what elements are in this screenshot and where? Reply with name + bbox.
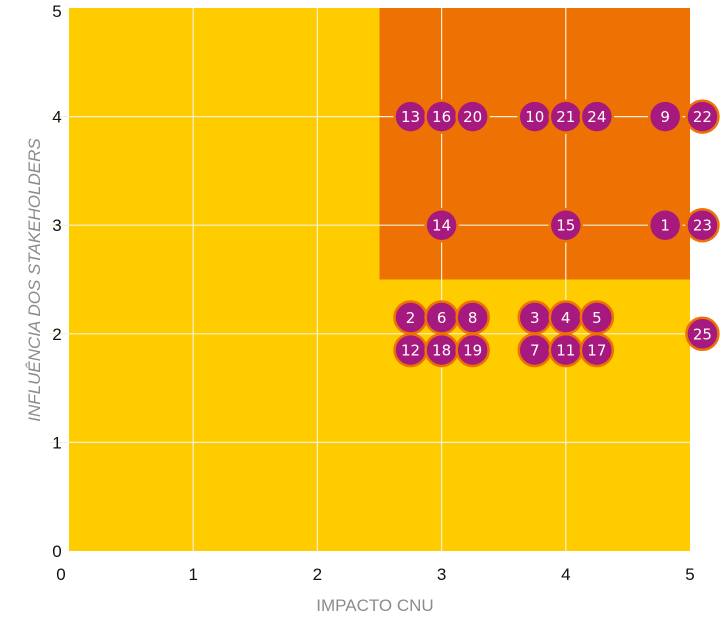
data-point: 20	[455, 99, 490, 134]
priority-zone	[379, 8, 690, 280]
data-point-label: 7	[530, 342, 540, 360]
chart-zones	[69, 8, 690, 551]
data-point-label: 8	[468, 309, 478, 327]
data-point: 4	[548, 300, 584, 335]
x-tick-label: 3	[437, 565, 446, 584]
data-point: 17	[579, 332, 615, 368]
data-point-label: 12	[401, 342, 420, 360]
data-point-label: 4	[561, 309, 571, 327]
data-point-label: 24	[587, 108, 606, 126]
data-point: 16	[424, 99, 459, 134]
data-point-label: 10	[525, 108, 544, 126]
data-point: 8	[455, 300, 490, 335]
data-point: 10	[517, 99, 552, 134]
data-point: 23	[685, 207, 720, 243]
data-point-label: 14	[432, 217, 451, 235]
data-point-marker	[455, 332, 490, 368]
y-axis-label: INFLUÊNCIA DOS STAKEHOLDERS	[25, 138, 44, 422]
data-point: 9	[647, 99, 683, 134]
y-tick-label: 0	[52, 542, 61, 561]
y-tick-label: 3	[52, 216, 61, 235]
data-point-label: 23	[693, 217, 712, 235]
data-point: 11	[548, 332, 584, 368]
data-point: 21	[548, 99, 584, 134]
data-point-label: 1	[660, 217, 670, 235]
data-point: 6	[424, 300, 459, 335]
data-point: 5	[579, 300, 615, 335]
data-point-label: 21	[556, 108, 575, 126]
data-point: 2	[393, 300, 428, 335]
data-point-label: 13	[401, 108, 420, 126]
x-axis-label: IMPACTO CNU	[316, 596, 433, 615]
data-point-marker	[685, 207, 720, 243]
data-point-marker	[424, 207, 459, 243]
data-point-label: 9	[660, 108, 670, 126]
data-point-marker	[548, 207, 584, 243]
data-point-label: 20	[463, 108, 482, 126]
data-point-label: 18	[432, 342, 451, 360]
y-tick-label: 5	[52, 2, 61, 21]
data-point: 3	[517, 300, 552, 335]
x-tick-label: 1	[188, 565, 197, 584]
data-point-label: 22	[693, 108, 712, 126]
data-point-marker	[647, 99, 683, 134]
data-point-marker	[455, 99, 490, 134]
data-point-label: 25	[693, 325, 712, 343]
x-tick-label: 4	[561, 565, 570, 584]
data-point-label: 5	[592, 309, 602, 327]
x-tick-label: 0	[56, 565, 65, 584]
data-point: 19	[455, 332, 490, 368]
data-point: 14	[424, 207, 459, 243]
data-point-label: 2	[406, 309, 416, 327]
data-point-marker	[685, 316, 720, 352]
data-point: 12	[393, 332, 428, 368]
data-point: 1	[647, 207, 683, 243]
data-point-label: 17	[587, 342, 606, 360]
data-point-label: 3	[530, 309, 540, 327]
data-point-label: 16	[432, 108, 451, 126]
data-point: 15	[548, 207, 584, 243]
data-point-label: 19	[463, 342, 482, 360]
y-tick-label: 1	[52, 433, 61, 452]
data-point-marker	[685, 99, 720, 134]
y-axis-ticks: 0 1 2 3 4 5	[52, 2, 61, 561]
y-tick-label: 2	[52, 325, 61, 344]
data-point-label: 11	[556, 342, 575, 360]
data-point-marker	[579, 332, 615, 368]
data-point-label: 6	[437, 309, 447, 327]
data-point-label: 15	[556, 217, 575, 235]
x-axis-ticks: 0 1 2 3 4 5	[56, 565, 694, 584]
data-point: 7	[517, 332, 552, 368]
data-point-marker	[579, 99, 615, 134]
y-tick-label: 4	[52, 108, 61, 127]
data-point: 22	[685, 99, 720, 134]
data-point: 24	[579, 99, 615, 134]
data-point: 13	[393, 99, 428, 134]
data-point: 18	[424, 332, 459, 368]
data-point: 25	[685, 316, 720, 352]
x-tick-label: 2	[313, 565, 322, 584]
chart-grid	[49, 8, 690, 551]
x-tick-label: 5	[685, 565, 694, 584]
data-point-marker	[647, 207, 683, 243]
